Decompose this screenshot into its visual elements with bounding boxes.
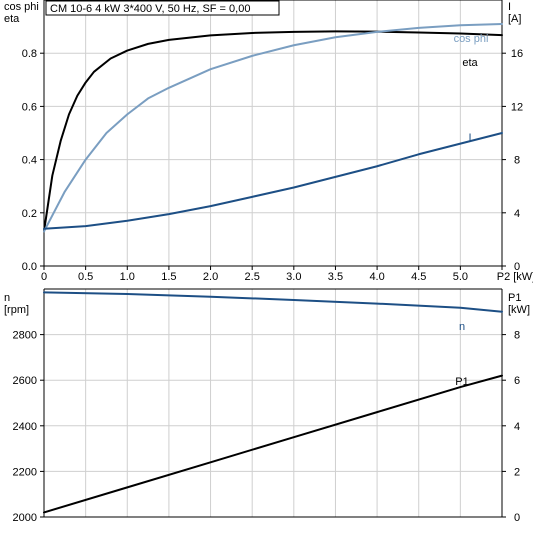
upper-right-tick-label: 0	[514, 261, 520, 273]
lower-right-tick-label: 2	[514, 466, 520, 478]
upper-x-tick-label: 3.5	[328, 271, 343, 283]
upper-right-tick-label: 4	[514, 208, 520, 220]
lower-right-tick-label: 8	[514, 330, 520, 342]
upper-x-tick-label: 2.5	[245, 271, 260, 283]
lower-series-line-p1	[43, 374, 503, 514]
series-label-cos-phi: cos phi	[454, 33, 489, 45]
series-label-i: I	[468, 132, 471, 144]
upper-x-tick-label: 0	[41, 271, 47, 283]
title-box	[45, 0, 280, 16]
upper-x-tick-label: 4.5	[411, 271, 426, 283]
lower-right-tick-label: 6	[514, 375, 520, 387]
upper-right-axis-title: I	[508, 1, 511, 13]
upper-left-tick-label: 0.2	[22, 208, 37, 220]
chart-title: CM 10-6 4 kW 3*400 V, 50 Hz, SF = 0,00	[50, 3, 250, 15]
lower-right-axis-title: [kW]	[508, 304, 530, 316]
upper-right-tick-label: 16	[511, 48, 523, 60]
upper-right-axis-title: [A]	[508, 13, 521, 25]
lower-right-tick-label: 0	[514, 512, 520, 524]
upper-x-tick-label: 2.0	[203, 271, 218, 283]
x-axis-title: P2 [kW]	[497, 271, 533, 283]
upper-left-axis-title: eta	[4, 13, 20, 25]
upper-series-line-cos-phi	[43, 22, 503, 233]
upper-right-tick-label: 12	[511, 101, 523, 113]
upper-left-tick-label: 0.4	[22, 155, 37, 167]
upper-right-tick-label: 8	[514, 155, 520, 167]
lower-right-tick-label: 4	[514, 421, 520, 433]
lower-left-tick-label: 2200	[13, 466, 37, 478]
lower-series-line-n	[43, 291, 503, 313]
upper-x-tick-label: 5.0	[453, 271, 468, 283]
lower-left-tick-label: 2800	[13, 330, 37, 342]
upper-left-tick-label: 0.8	[22, 48, 37, 60]
upper-left-tick-label: 0.6	[22, 101, 37, 113]
upper-x-tick-label: 1.5	[161, 271, 176, 283]
lower-left-tick-label: 2400	[13, 421, 37, 433]
series-label-p1: P1	[455, 376, 468, 388]
series-label-eta: eta	[462, 57, 478, 69]
series-label-n: n	[459, 321, 465, 333]
upper-x-tick-label: 3.0	[286, 271, 301, 283]
upper-x-tick-label: 0.5	[78, 271, 93, 283]
lower-left-tick-label: 2000	[13, 512, 37, 524]
upper-x-tick-label: 4.0	[369, 271, 384, 283]
upper-series-line-eta	[43, 30, 503, 233]
upper-x-tick-label: 1.0	[120, 271, 135, 283]
upper-left-tick-label: 0.0	[22, 261, 37, 273]
lower-right-axis-title: P1	[508, 292, 521, 304]
lower-left-axis-title: [rpm]	[4, 304, 29, 316]
upper-left-axis-title: cos phi	[4, 1, 39, 13]
upper-series-line-i	[43, 132, 503, 230]
lower-left-axis-title: n	[4, 292, 10, 304]
lower-left-tick-label: 2600	[13, 375, 37, 387]
